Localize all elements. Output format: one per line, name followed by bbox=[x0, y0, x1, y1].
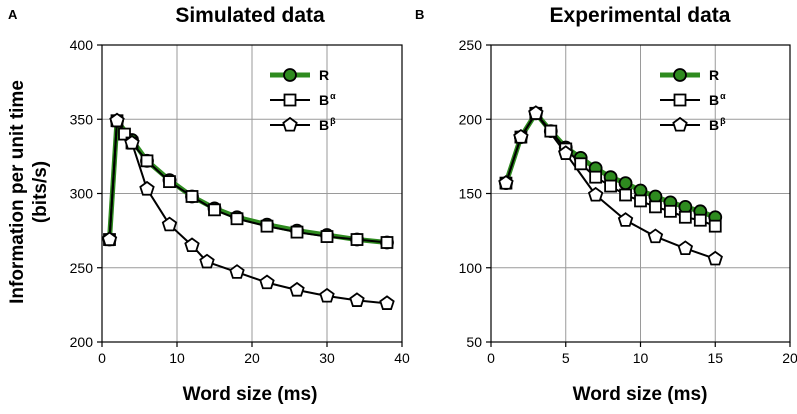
panel-a-x-tick-label: 20 bbox=[244, 350, 260, 366]
panel-b-series-1-point bbox=[589, 170, 603, 184]
panel-a-series-2-point bbox=[289, 281, 305, 297]
panel-b-series-2-point bbox=[647, 228, 664, 244]
panel-a-legend-label: Bα bbox=[319, 91, 336, 108]
panel-a-legend-label: R bbox=[319, 67, 329, 83]
panel-a-series-1-point bbox=[208, 203, 221, 217]
panel-a-legend-marker bbox=[283, 68, 297, 82]
panel-a-series-1-point bbox=[118, 127, 131, 141]
panel-a-title: Simulated data bbox=[175, 4, 325, 27]
panel-b-legend-marker bbox=[673, 68, 687, 82]
panel-a-series-2-point bbox=[161, 216, 178, 232]
y-axis-title-line2: (bits/s) bbox=[30, 161, 51, 223]
panel-a-legend-label: Bβ bbox=[319, 116, 336, 133]
panel-a-series-line-2 bbox=[108, 119, 388, 305]
panel-a-y-tick-label: 300 bbox=[70, 186, 94, 202]
panel-a-x-tick-label: 0 bbox=[98, 350, 106, 366]
panel-b-x-tick-label: 10 bbox=[633, 350, 649, 366]
panel-a-x-axis-title: Word size (ms) bbox=[183, 384, 318, 405]
panel-b-x-tick-label: 0 bbox=[487, 350, 495, 366]
panel-b-series-1-point bbox=[634, 194, 647, 208]
panel-b-series-2-point bbox=[677, 240, 694, 256]
panel-a-series-2-point bbox=[259, 274, 275, 290]
panel-a-y-tick-label: 200 bbox=[70, 334, 94, 350]
panel-b-series-1-point bbox=[708, 219, 722, 233]
panel-b-x-tick-label: 5 bbox=[562, 350, 570, 366]
panel-b-y-tick-label: 250 bbox=[459, 37, 483, 53]
panel-b-series-1-point bbox=[664, 204, 677, 218]
panel-b-series-2-point bbox=[528, 105, 544, 120]
panel-a-legend: R Bα Bβ bbox=[270, 67, 336, 133]
panel-b-legend-marker bbox=[673, 93, 687, 107]
y-axis-title-line1: Information per unit time bbox=[7, 80, 28, 304]
panel-a-series-1-point bbox=[290, 225, 304, 239]
panel-a-x-tick-label: 40 bbox=[394, 350, 410, 366]
panel-a-series-2-point bbox=[184, 237, 200, 253]
panel-a-y-tick-label: 250 bbox=[70, 260, 94, 276]
panel-b-series-2-point bbox=[513, 128, 529, 144]
panel-a-series-2-point bbox=[379, 295, 395, 310]
panel-b-x-tick-label: 20 bbox=[782, 350, 797, 366]
panel-a-y-tick-label: 400 bbox=[70, 37, 94, 53]
panel-b-series-1-point bbox=[619, 188, 632, 202]
panel-b-series-1-point bbox=[649, 200, 662, 214]
panel-b-title: Experimental data bbox=[550, 4, 731, 27]
panel-a-legend-marker bbox=[283, 93, 297, 107]
panel-a-series-1-point bbox=[350, 233, 364, 246]
panel-a-series-2-point bbox=[319, 287, 335, 303]
panel-b-x-tick-label: 15 bbox=[707, 350, 723, 366]
panel-b-plot: 0 5 10 15 20 50 100 150 200 250 R Bα Bβ bbox=[459, 37, 797, 366]
panel-b-y-tick-label: 100 bbox=[459, 260, 483, 276]
panel-b-series-1-point bbox=[574, 157, 588, 171]
panel-b-x-axis-title: Word size (ms) bbox=[573, 384, 708, 405]
panel-a-series-2-point bbox=[101, 231, 118, 247]
panel-a-y-tick-label: 350 bbox=[70, 111, 94, 127]
panel-b-legend-label: Bα bbox=[709, 91, 726, 108]
panel-a-legend-marker bbox=[282, 116, 298, 132]
panel-b-series-1-point bbox=[678, 210, 692, 224]
panel-a-series-line-1 bbox=[108, 119, 388, 244]
panel-b-series-1-point bbox=[604, 179, 617, 193]
panel-b-series-2-point bbox=[558, 145, 574, 160]
panel-a-series-2-point bbox=[124, 134, 140, 150]
panel-a-series-2-point bbox=[139, 180, 155, 196]
panel-b-series-2-point bbox=[707, 250, 723, 266]
panel-b-series-1-point bbox=[544, 124, 558, 138]
panel-a-series-1-point bbox=[230, 212, 244, 226]
panel-a-series-line-0 bbox=[107, 118, 390, 245]
panel-a-series-2-point bbox=[229, 264, 245, 279]
panel-b-letter: B bbox=[415, 7, 424, 22]
panel-a-x-tick-label: 10 bbox=[169, 350, 185, 366]
panel-b-legend-label: R bbox=[709, 67, 719, 83]
panel-a-series-1-point bbox=[320, 230, 334, 243]
panel-b-y-tick-label: 50 bbox=[466, 334, 482, 350]
panel-b-series-2-point bbox=[498, 174, 514, 190]
panel-b-legend-superscript: β bbox=[720, 116, 726, 126]
panel-a-series-1-point bbox=[185, 190, 199, 203]
panel-b-series-0-point bbox=[618, 176, 633, 191]
panel-a-series-2-point bbox=[199, 253, 215, 269]
panel-b-legend-label: Bβ bbox=[709, 116, 726, 133]
panel-a-letter: A bbox=[8, 7, 18, 22]
panel-b-series-2-point bbox=[617, 212, 634, 227]
panel-b-legend: R Bα Bβ bbox=[660, 67, 726, 133]
panel-b-series-1-point bbox=[693, 213, 707, 227]
panel-b-y-tick-label: 200 bbox=[459, 111, 483, 127]
panel-a-series-2-point bbox=[349, 292, 365, 307]
panel-a-x-tick-label: 30 bbox=[319, 350, 335, 366]
panel-a-series-1-point bbox=[163, 175, 176, 189]
panel-a-legend-superscript: β bbox=[330, 116, 336, 126]
panel-a-series-1-point bbox=[140, 154, 154, 168]
panel-b-legend-marker bbox=[672, 116, 688, 132]
panel-a-plot: 0 10 20 30 40 200 250 300 350 400 R Bα Bβ bbox=[70, 37, 410, 366]
panel-a-series-1-point bbox=[260, 219, 274, 233]
panel-a-series-1-point bbox=[380, 236, 394, 249]
panel-b-y-tick-label: 150 bbox=[459, 186, 483, 202]
panel-b-series-2-point bbox=[587, 186, 604, 202]
panel-b-legend-superscript: α bbox=[720, 91, 726, 101]
panel-a-legend-superscript: α bbox=[330, 91, 336, 101]
panel-a-series-2-point bbox=[109, 112, 125, 128]
